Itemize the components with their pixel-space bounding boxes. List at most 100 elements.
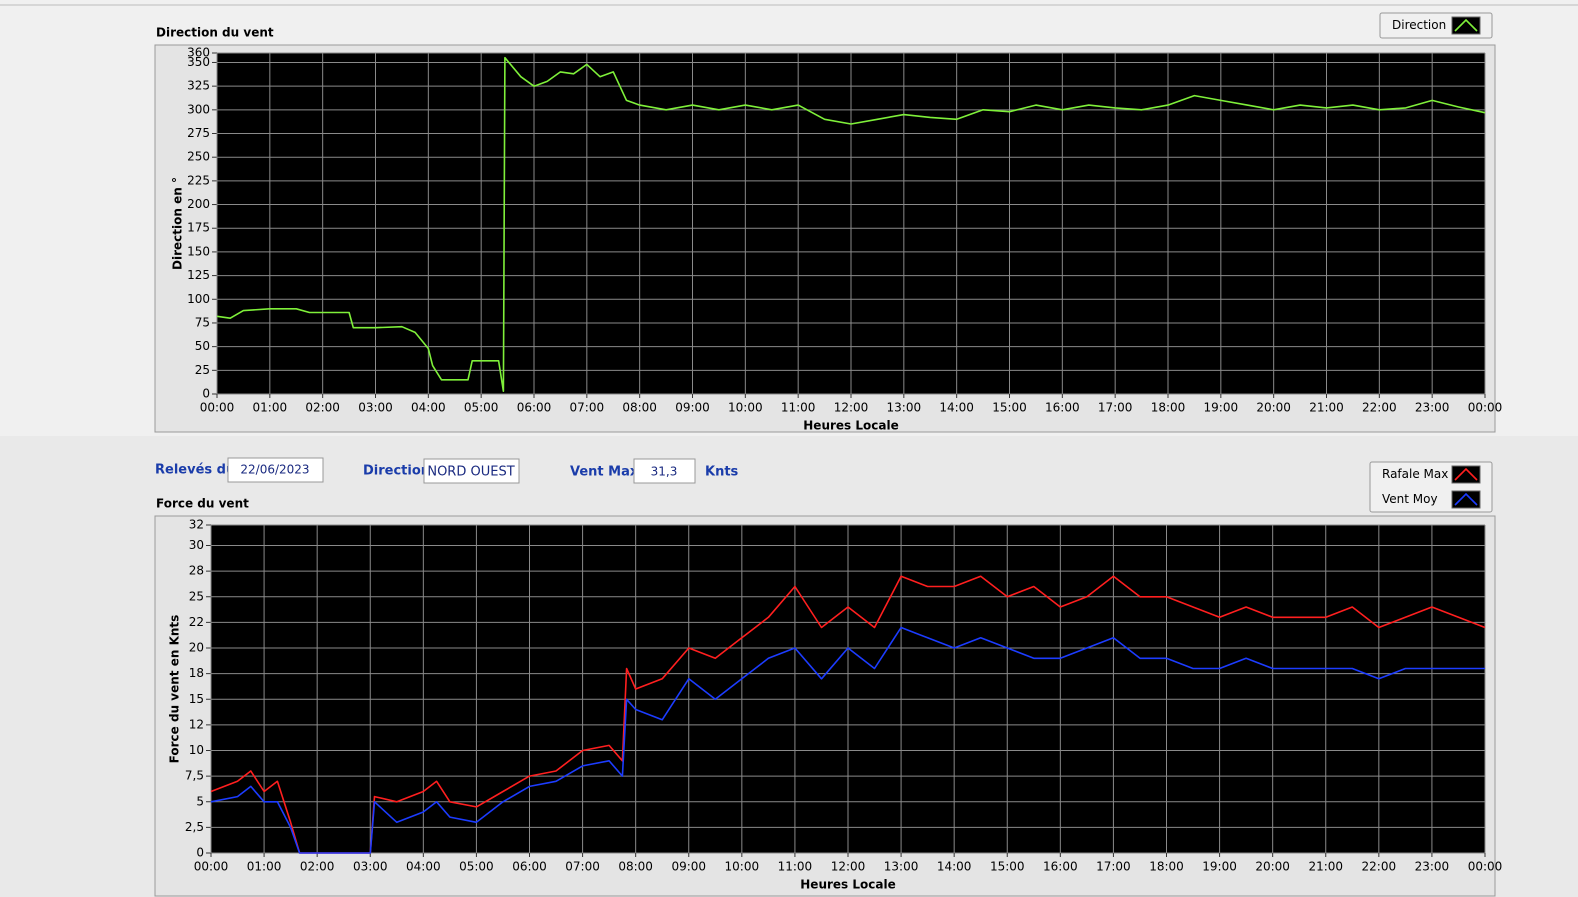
vent-max-field[interactable] <box>633 458 696 484</box>
x-tick-label: 14:00 <box>939 401 974 415</box>
y-tick-label: 150 <box>187 244 210 258</box>
x-tick-label: 19:00 <box>1204 401 1239 415</box>
legend-swatch <box>1451 16 1481 35</box>
x-tick-label: 17:00 <box>1098 401 1133 415</box>
data-line <box>216 56 1486 392</box>
y-tick-label: 250 <box>187 150 210 164</box>
y-tick-label: 2,5 <box>185 820 204 834</box>
x-tick-label: 05:00 <box>464 401 499 415</box>
y-tick-label: 50 <box>195 339 210 353</box>
x-tick-label: 22:00 <box>1362 401 1397 415</box>
x-tick-label: 03:00 <box>358 401 393 415</box>
y-tick-label: 175 <box>187 221 210 235</box>
x-tick-label: 08:00 <box>618 860 653 874</box>
y-tick-label: 360 <box>187 46 210 60</box>
legend-label: Direction <box>1392 18 1446 32</box>
y-tick-label: 20 <box>189 641 204 655</box>
y-tick-label: 12 <box>189 717 204 731</box>
vent-max-label: Vent Max <box>570 465 639 480</box>
direction-value: NORD OUEST <box>427 465 514 480</box>
x-tick-label: 23:00 <box>1415 860 1450 874</box>
x-tick-label: 05:00 <box>459 860 494 874</box>
y-tick-label: 0 <box>202 387 210 401</box>
x-tick-label: 15:00 <box>990 860 1025 874</box>
x-tick-label: 00:00 <box>200 401 235 415</box>
date-label: Relevés du <box>155 463 235 478</box>
x-tick-label: 03:00 <box>353 860 388 874</box>
x-axis-label: Heures Locale <box>803 419 898 433</box>
y-tick-label: 350 <box>187 55 210 69</box>
y-tick-label: 7,5 <box>185 769 204 783</box>
x-tick-label: 16:00 <box>1045 401 1080 415</box>
legend-swatch <box>1451 465 1481 484</box>
y-tick-label: 275 <box>187 126 210 140</box>
x-tick-label: 16:00 <box>1043 860 1078 874</box>
x-tick-label: 01:00 <box>247 860 282 874</box>
x-tick-label: 00:00 <box>194 860 229 874</box>
x-tick-label: 19:00 <box>1202 860 1237 874</box>
y-tick-label: 10 <box>189 743 204 757</box>
x-tick-label: 14:00 <box>937 860 972 874</box>
x-tick-label: 06:00 <box>512 860 547 874</box>
y-axis-label: Force du vent en Knts <box>168 615 182 764</box>
x-tick-label: 11:00 <box>778 860 813 874</box>
y-tick-label: 30 <box>189 538 204 552</box>
y-tick-label: 15 <box>189 692 204 706</box>
x-tick-label: 10:00 <box>725 860 760 874</box>
legend-label: Rafale Max <box>1382 467 1448 481</box>
y-tick-label: 75 <box>195 315 210 329</box>
x-tick-label: 13:00 <box>887 401 922 415</box>
x-tick-label: 22:00 <box>1362 860 1397 874</box>
x-tick-label: 09:00 <box>671 860 706 874</box>
x-tick-label: 07:00 <box>570 401 605 415</box>
y-tick-label: 0 <box>196 846 204 860</box>
x-tick-label: 06:00 <box>517 401 552 415</box>
y-tick-label: 225 <box>187 173 210 187</box>
x-tick-label: 08:00 <box>622 401 657 415</box>
x-tick-label: 23:00 <box>1415 401 1450 415</box>
x-tick-label: 21:00 <box>1309 401 1344 415</box>
x-tick-label: 02:00 <box>300 860 335 874</box>
y-axis-label: Direction en ° <box>171 177 185 270</box>
y-tick-label: 25 <box>189 589 204 603</box>
unit-label: Knts <box>705 465 739 480</box>
x-tick-label: 04:00 <box>411 401 446 415</box>
legend-label: Vent Moy <box>1382 492 1438 506</box>
x-tick-label: 15:00 <box>992 401 1027 415</box>
legend-icon <box>1454 492 1478 506</box>
y-tick-label: 100 <box>187 292 210 306</box>
x-tick-label: 04:00 <box>406 860 441 874</box>
direction-label: Direction <box>363 464 430 479</box>
legend-icon <box>1454 467 1478 481</box>
vent-max-value: 31,3 <box>651 465 678 479</box>
x-tick-label: 20:00 <box>1255 860 1290 874</box>
direction-field[interactable] <box>423 458 520 484</box>
x-tick-label: 01:00 <box>253 401 288 415</box>
x-tick-label: 11:00 <box>781 401 816 415</box>
x-tick-label: 12:00 <box>834 401 869 415</box>
x-tick-label: 02:00 <box>305 401 340 415</box>
y-tick-label: 22 <box>189 615 204 629</box>
y-tick-label: 28 <box>189 564 204 578</box>
x-tick-label: 09:00 <box>675 401 710 415</box>
x-tick-label: 07:00 <box>565 860 600 874</box>
chart-title: Force du vent <box>156 497 249 511</box>
x-tick-label: 18:00 <box>1149 860 1184 874</box>
data-line <box>210 626 1485 854</box>
legend-swatch <box>1451 490 1481 509</box>
y-tick-label: 25 <box>195 363 210 377</box>
x-tick-label: 21:00 <box>1308 860 1343 874</box>
x-tick-label: 18:00 <box>1151 401 1186 415</box>
date-field[interactable] <box>227 457 324 483</box>
x-tick-label: 00:00 <box>1468 401 1503 415</box>
y-tick-label: 5 <box>196 794 204 808</box>
chart-title: Direction du vent <box>156 26 274 40</box>
y-tick-label: 32 <box>189 518 204 532</box>
y-tick-label: 125 <box>187 268 210 282</box>
legend-icon <box>1454 18 1478 32</box>
x-tick-label: 10:00 <box>728 401 763 415</box>
y-tick-label: 200 <box>187 197 210 211</box>
x-tick-label: 20:00 <box>1256 401 1291 415</box>
